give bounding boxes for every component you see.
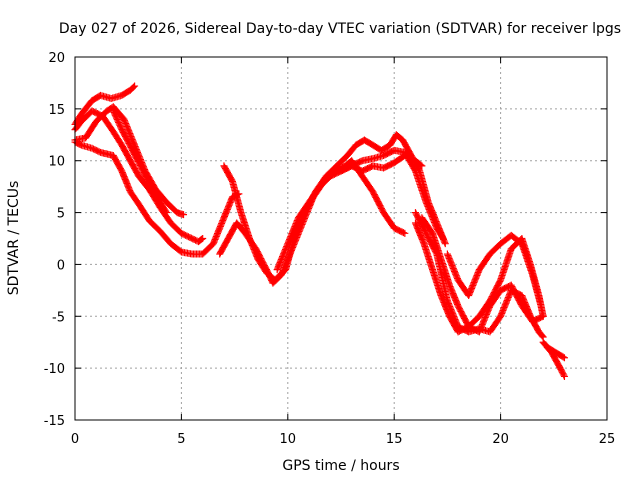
data-point [537, 302, 545, 310]
data-point [162, 207, 170, 215]
data-point [401, 229, 409, 237]
data-point [439, 235, 447, 242]
plot-border [74, 56, 608, 421]
data-point [180, 211, 188, 219]
series-track-12 [411, 219, 547, 336]
series-track-5 [109, 107, 171, 217]
x-tick-label: 15 [386, 432, 403, 447]
data-point [560, 354, 568, 362]
series-track-13 [443, 231, 545, 310]
x-tick-label: 10 [280, 432, 297, 447]
y-tick-label: 0 [57, 258, 65, 273]
y-tick-label: 20 [48, 51, 65, 66]
y-tick-label: -15 [44, 414, 65, 429]
data-point [538, 332, 546, 340]
y-axis-label: SDTVAR / TECUs [6, 181, 22, 296]
data-point [198, 235, 206, 243]
series-track-9 [337, 146, 447, 242]
y-tick-label: 10 [48, 155, 65, 170]
x-tick-label: 20 [492, 432, 509, 447]
x-axis-label: GPS time / hours [282, 458, 399, 474]
data-point [131, 82, 139, 90]
y-tick-label: 5 [57, 207, 65, 222]
data-point [441, 240, 449, 248]
series-track-8 [273, 152, 426, 274]
data-point [417, 161, 425, 169]
x-tick-label: 5 [177, 432, 185, 447]
data-point [559, 353, 567, 361]
data-point [538, 313, 546, 321]
y-tick-label: -10 [44, 362, 65, 377]
data-points [71, 82, 568, 380]
chart-title: Day 027 of 2026, Sidereal Day-to-day VTE… [59, 21, 621, 37]
data-point [560, 372, 568, 380]
data-point [199, 235, 207, 242]
data-point [400, 229, 408, 237]
plot-background [75, 57, 607, 420]
data-point [438, 233, 446, 241]
series-track-15 [543, 343, 568, 362]
x-tick-label: 25 [599, 432, 616, 447]
series-track-4 [71, 138, 243, 258]
x-tick-label: 0 [71, 432, 79, 447]
y-tick-label: 15 [48, 103, 65, 118]
axis-ticks: 0 5 10 15 20 25 -15 -10 -5 0 5 10 15 20 [44, 51, 616, 447]
data-point [130, 83, 138, 91]
data-point [163, 209, 171, 217]
y-tick-label: -5 [52, 310, 65, 325]
data-point [560, 371, 568, 379]
data-point [539, 312, 547, 320]
data-point [418, 162, 426, 170]
